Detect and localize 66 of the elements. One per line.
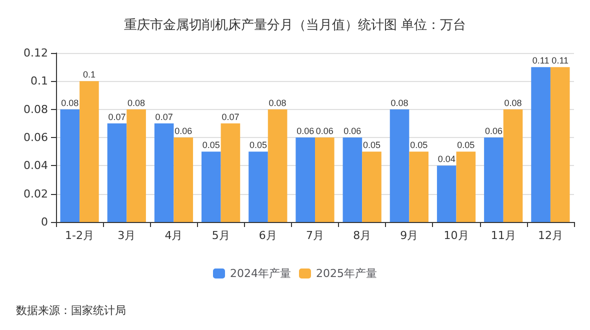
- source-note: 数据来源：国家统计局: [16, 304, 126, 317]
- x-tick-label: 4月: [164, 229, 183, 242]
- x-tick-label: 9月: [400, 229, 418, 242]
- data-label: 0.05: [410, 140, 428, 150]
- data-label: 0.08: [504, 98, 522, 108]
- x-tick-label: 11月: [490, 229, 516, 242]
- bar: [531, 67, 550, 222]
- data-label: 0.08: [128, 98, 146, 108]
- chart-title: 重庆市金属切削机床产量分月（当月值）统计图 单位：万台: [124, 18, 466, 33]
- bar: [456, 152, 476, 222]
- x-tick-label: 5月: [212, 229, 230, 242]
- bar: [202, 152, 221, 222]
- bar: [315, 138, 334, 222]
- y-tick-label: 0.04: [24, 159, 48, 172]
- x-tick-label: 8月: [353, 229, 372, 242]
- data-label: 0.08: [268, 98, 286, 108]
- bar: [268, 109, 288, 222]
- data-label: 0.1: [82, 70, 96, 80]
- x-tick-label: 7月: [306, 229, 324, 242]
- x-tick-label: 1-2月: [65, 229, 94, 242]
- bar: [484, 138, 504, 222]
- bar: [60, 109, 80, 222]
- bar: [80, 81, 99, 222]
- bar: [409, 152, 428, 222]
- x-tick-label: 12月: [538, 229, 563, 242]
- x-tick-label: 6月: [258, 229, 277, 242]
- bar: [174, 138, 194, 222]
- legend-label: 2024年产量: [230, 267, 292, 280]
- legend-label: 2025年产量: [316, 267, 377, 280]
- y-tick-label: 0.02: [24, 187, 48, 200]
- bar: [220, 123, 240, 222]
- data-label: 0.05: [249, 140, 268, 150]
- data-label: 0.07: [155, 112, 173, 122]
- data-label: 0.04: [438, 154, 456, 164]
- y-tick-label: 0.06: [24, 131, 48, 144]
- bar: [296, 138, 315, 222]
- x-tick-label: 10月: [444, 229, 469, 242]
- y-tick-label: 0.12: [24, 46, 48, 60]
- x-tick-label: 3月: [118, 229, 136, 242]
- y-tick-label: 0.1: [30, 74, 48, 88]
- data-label: 0.11: [532, 56, 550, 66]
- data-label: 0.06: [316, 126, 334, 136]
- y-tick-label: 0: [41, 216, 48, 228]
- data-label: 0.08: [390, 98, 408, 108]
- bar: [342, 138, 362, 222]
- data-label: 0.06: [344, 126, 362, 136]
- bar: [503, 109, 523, 222]
- data-label: 0.05: [457, 140, 475, 150]
- bar: [154, 123, 174, 222]
- bar: [436, 166, 456, 222]
- data-label: 0.06: [296, 126, 314, 136]
- data-label: 0.11: [552, 56, 569, 66]
- bar: [390, 109, 410, 222]
- data-label: 0.05: [202, 140, 220, 150]
- data-label: 0.06: [174, 126, 192, 136]
- data-label: 0.08: [61, 98, 79, 108]
- bar: [126, 109, 146, 222]
- data-label: 0.06: [484, 126, 502, 136]
- bar: [107, 123, 127, 222]
- bar: [550, 67, 570, 222]
- bar: [248, 152, 268, 222]
- data-label: 0.07: [222, 112, 240, 122]
- y-tick-label: 0.08: [24, 102, 48, 116]
- bar: [362, 152, 382, 222]
- data-label: 0.05: [362, 140, 381, 150]
- data-label: 0.07: [108, 112, 126, 122]
